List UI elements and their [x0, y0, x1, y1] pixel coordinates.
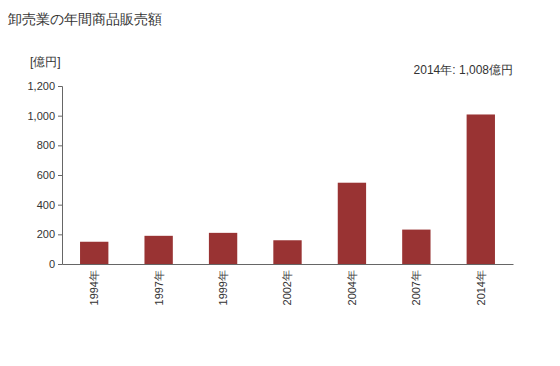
bar [467, 114, 495, 264]
bar [338, 183, 366, 264]
x-tick: 1994年 [88, 264, 100, 305]
y-tick-label: 0 [49, 258, 55, 270]
y-tick-label: 400 [37, 199, 55, 211]
y-tick: 200 [37, 228, 62, 240]
y-tick-mark [58, 234, 62, 235]
y-tick: 600 [37, 169, 62, 181]
annotation: 2014年: 1,008億円 [414, 63, 513, 77]
x-tick-label: 1994年 [88, 270, 100, 305]
x-tick-label: 1999年 [217, 270, 229, 305]
y-tick-label: 1,200 [27, 80, 55, 92]
x-tick: 2007年 [410, 264, 422, 305]
y-tick-mark [58, 145, 62, 146]
y-tick-label: 1,000 [27, 110, 55, 122]
y-axis: 0 200 400 600 800 1,000 1,200 [27, 80, 62, 270]
y-tick-label: 800 [37, 139, 55, 151]
x-tick-label: 2014年 [475, 270, 487, 305]
y-tick: 400 [37, 199, 62, 211]
plot: 0 200 400 600 800 1,000 1,200 1994年 1997年 1999年 20… [27, 80, 513, 305]
y-tick-mark [58, 116, 62, 117]
bars [80, 114, 495, 264]
y-tick-mark [58, 205, 62, 206]
x-tick: 2004年 [346, 264, 358, 305]
y-tick-mark [58, 175, 62, 176]
x-tick-label: 2002年 [281, 270, 293, 305]
x-axis-line [63, 264, 514, 265]
y-tick-label: 200 [37, 228, 55, 240]
y-tick: 1,200 [27, 80, 62, 92]
bar [209, 233, 237, 264]
y-tick-mark [58, 264, 62, 265]
x-axis: 1994年 1997年 1999年 2002年 2004年 2007年 2014年 [63, 264, 514, 305]
y-tick-mark [58, 86, 62, 87]
x-tick-label: 2004年 [346, 270, 358, 305]
y-axis-line [58, 87, 63, 265]
bar [144, 236, 172, 264]
bar [402, 230, 430, 264]
bar [273, 240, 301, 264]
y-tick: 1,000 [27, 110, 62, 122]
y-tick-label: 600 [37, 169, 55, 181]
chart: 卸売業の年間商品販売額 [億円] 2014年: 1,008億円 0 200 400 600 8… [0, 0, 560, 366]
title: 卸売業の年間商品販売額 [8, 11, 162, 27]
x-tick-label: 2007年 [410, 270, 422, 305]
y-tick: 0 [49, 258, 62, 270]
x-tick: 2014年 [475, 264, 487, 305]
x-tick: 1999年 [217, 264, 229, 305]
x-tick: 2002年 [281, 264, 293, 305]
bar [80, 242, 108, 264]
x-tick: 1997年 [152, 264, 164, 305]
x-tick-label: 1997年 [152, 270, 164, 305]
y-tick: 800 [37, 139, 62, 151]
y-axis-title: [億円] [30, 55, 61, 69]
